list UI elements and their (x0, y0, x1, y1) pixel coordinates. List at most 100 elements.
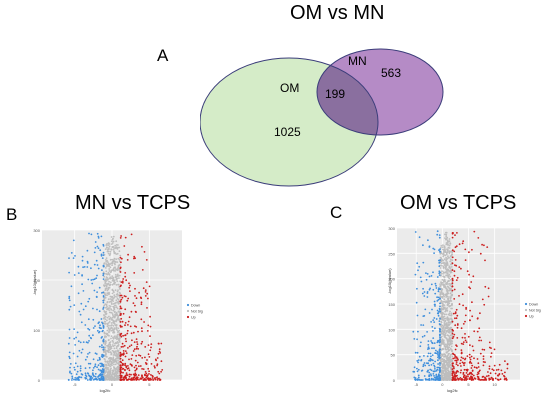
data-point (92, 334, 94, 337)
data-point (110, 300, 112, 303)
volcano-plot-c: 300 250 200 150 100 50 0 -5 0 5 10 -log10(pvalue) lo… (387, 226, 541, 393)
data-point (445, 242, 448, 244)
data-point (484, 361, 486, 364)
data-point (432, 362, 435, 365)
data-point (117, 283, 120, 286)
data-point (105, 244, 108, 246)
data-point (148, 379, 151, 381)
data-point (459, 377, 462, 379)
data-point (160, 370, 163, 373)
y-tick-label: 300 (33, 228, 40, 233)
data-point (119, 254, 122, 257)
data-point (111, 292, 114, 295)
data-point (106, 344, 108, 347)
data-point (426, 355, 429, 358)
data-point (484, 377, 487, 380)
data-point (470, 379, 473, 381)
data-point (446, 300, 449, 303)
data-point (476, 367, 478, 369)
data-point (487, 371, 489, 373)
data-point (105, 335, 108, 338)
data-point (158, 348, 161, 351)
data-point (73, 366, 76, 369)
data-point (454, 355, 457, 358)
data-point (92, 318, 95, 321)
data-point (114, 295, 116, 298)
data-point (443, 374, 446, 377)
data-point (96, 366, 98, 369)
data-point (448, 330, 451, 332)
data-point (435, 349, 437, 352)
data-point (483, 244, 485, 247)
data-point (462, 343, 465, 345)
data-point (84, 372, 87, 375)
data-point (102, 338, 105, 341)
data-point (77, 272, 80, 274)
data-point (124, 275, 127, 278)
data-point (468, 286, 470, 289)
data-point (438, 371, 441, 374)
data-point (120, 298, 123, 301)
data-point (107, 250, 110, 253)
data-point (157, 352, 160, 355)
data-point (479, 369, 481, 372)
data-point (107, 346, 109, 348)
data-point (437, 311, 440, 313)
data-point (118, 310, 120, 313)
data-point (438, 357, 441, 360)
data-point (68, 295, 71, 298)
data-point (448, 332, 451, 334)
data-point (454, 234, 456, 236)
data-point (67, 378, 70, 381)
data-point (145, 374, 147, 377)
data-point (430, 340, 432, 342)
data-point (473, 357, 475, 360)
data-point (443, 254, 446, 256)
data-point (416, 370, 419, 373)
data-point (470, 367, 473, 369)
data-point (443, 329, 446, 332)
data-point (443, 300, 446, 303)
data-point (474, 378, 477, 380)
data-point (455, 361, 458, 363)
data-point (100, 355, 103, 357)
data-point (100, 327, 102, 330)
data-point (444, 354, 447, 357)
data-point (440, 326, 443, 328)
data-point (74, 344, 77, 346)
data-point (109, 351, 112, 354)
data-point (459, 359, 462, 362)
data-point (108, 357, 111, 360)
data-point (446, 248, 449, 251)
data-point (464, 333, 466, 335)
data-point (152, 375, 154, 378)
data-point (439, 291, 441, 294)
data-point (437, 296, 440, 299)
data-point (104, 346, 107, 349)
data-point (92, 307, 94, 310)
data-point (450, 300, 453, 302)
data-point (412, 370, 415, 373)
data-point (93, 263, 96, 266)
data-point (459, 362, 461, 365)
data-point (112, 279, 115, 282)
data-point (126, 259, 129, 261)
data-point (430, 364, 433, 366)
data-point (106, 368, 108, 371)
data-point (460, 342, 463, 345)
data-point (73, 337, 76, 340)
data-point (444, 308, 447, 310)
data-point (427, 239, 429, 242)
data-point (444, 323, 446, 326)
data-point (470, 281, 473, 283)
data-point (481, 243, 483, 246)
data-point (134, 369, 137, 372)
data-point (94, 365, 96, 368)
data-point (112, 305, 114, 308)
data-point (448, 287, 451, 290)
data-point (442, 369, 445, 372)
data-point (456, 326, 459, 329)
data-point (94, 373, 97, 375)
data-point (119, 372, 122, 375)
data-point (427, 344, 430, 346)
